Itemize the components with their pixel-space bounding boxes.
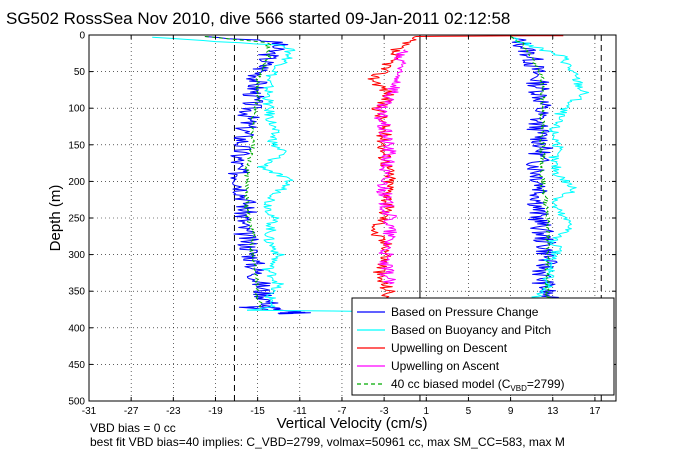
y-tick-label-2: 100	[68, 104, 85, 115]
x-tick-label-6: -7	[338, 406, 347, 417]
series-3	[374, 49, 409, 285]
series-4	[204, 36, 551, 310]
legend: Based on Pressure Change Based on Buoyanc…	[351, 297, 615, 396]
y-tick-label-3: 150	[68, 140, 85, 151]
y-tick-label-10: 500	[68, 397, 85, 408]
x-tick-label-3: -19	[208, 406, 223, 417]
legend-label-3: Upwelling on Ascent	[391, 359, 500, 373]
x-tick-label-11: 13	[547, 406, 559, 417]
series-0-line-0	[204, 36, 289, 310]
series-2-line-1	[415, 35, 564, 37]
series-group	[152, 35, 590, 315]
legend-label-2: Upwelling on Descent	[391, 341, 508, 355]
y-tick-label-5: 250	[68, 214, 85, 225]
series-1-line-0	[152, 36, 296, 311]
x-tick-label-12: 17	[589, 406, 601, 417]
chart-title: SG502 RossSea Nov 2010, dive 566 started…	[6, 9, 510, 28]
series-0-line-1	[238, 306, 311, 315]
x-ticks: -31 -27 -23 -19 -15 -11 -7 -3 1 5 9 13 17	[82, 35, 601, 417]
note-best-fit: best fit VBD bias=40 implies: C_VBD=2799…	[90, 435, 565, 449]
x-tick-label-7: -3	[380, 406, 389, 417]
y-tick-label-7: 350	[68, 287, 85, 298]
legend-box	[351, 297, 615, 396]
legend-label-1: Based on Buoyancy and Pitch	[391, 323, 551, 337]
y-ticks: 0 50 100 150 200 250 300 350 400 450 500	[68, 31, 616, 408]
y-axis-label: Depth (m)	[47, 185, 64, 252]
x-tick-label-5: -11	[293, 406, 307, 417]
legend-label-0: Based on Pressure Change	[391, 305, 539, 319]
x-tick-label-8: 1	[423, 406, 429, 417]
x-axis-label: Vertical Velocity (cm/s)	[277, 415, 428, 432]
y-tick-label-4: 200	[68, 177, 85, 188]
note-vbd-bias: VBD bias = 0 cc	[90, 421, 176, 435]
x-tick-label-1: -27	[124, 406, 139, 417]
series-4-line-1	[510, 36, 551, 299]
x-tick-label-9: 5	[466, 406, 472, 417]
x-tick-label-2: -23	[166, 406, 181, 417]
y-tick-label-9: 450	[68, 360, 85, 371]
y-tick-label-1: 50	[74, 67, 86, 78]
y-tick-label-6: 300	[68, 250, 85, 261]
legend-label-4: 40 cc biased model (CVBD=2799)	[391, 377, 565, 393]
x-tick-label-10: 9	[508, 406, 514, 417]
x-tick-label-4: -15	[250, 406, 265, 417]
y-tick-label-8: 400	[68, 323, 85, 334]
y-tick-label-0: 0	[79, 31, 85, 42]
series-3-line-0	[374, 49, 409, 285]
series-4-line-0	[204, 36, 272, 310]
series-1-line-2	[510, 36, 590, 303]
x-tick-label-0: -31	[82, 406, 97, 417]
